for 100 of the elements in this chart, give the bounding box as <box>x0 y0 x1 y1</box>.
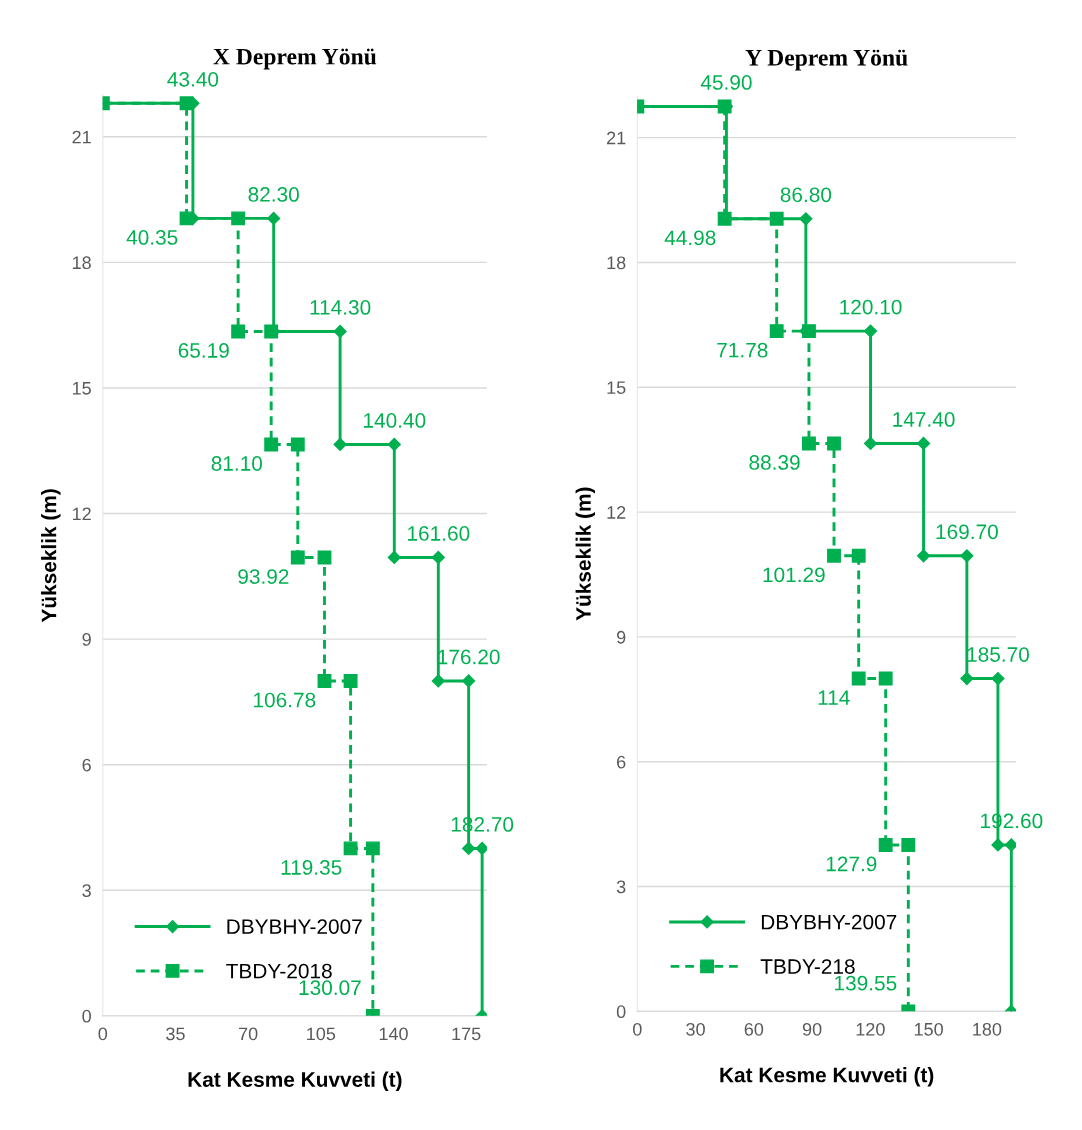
point <box>863 324 878 338</box>
point <box>1004 838 1016 852</box>
point <box>333 324 347 339</box>
annotation: 82.30 <box>248 187 299 202</box>
annotation: 65.19 <box>178 343 229 358</box>
annotation: 185.70 <box>967 647 1029 662</box>
point <box>475 841 487 856</box>
x-tick-label: 180 <box>973 1022 1002 1036</box>
point <box>179 96 194 111</box>
x-tick-label: 105 <box>307 1027 336 1041</box>
point <box>343 841 358 856</box>
annotation: 130.07 <box>299 980 361 996</box>
point <box>267 211 281 225</box>
annotation: 114 <box>818 690 850 705</box>
annotation: 106.78 <box>254 692 316 708</box>
x-tick-label: 0 <box>98 1027 108 1041</box>
point <box>991 838 1005 852</box>
point <box>387 437 401 452</box>
point <box>802 436 816 451</box>
point <box>462 841 476 856</box>
point <box>991 671 1005 686</box>
y-tick-label: 0 <box>82 1009 91 1023</box>
point <box>878 837 893 852</box>
y-tick-label: 0 <box>616 1005 626 1019</box>
y-axis-title: Yükseklik (m) <box>575 487 595 621</box>
y-tick-label: 9 <box>616 630 626 644</box>
x-axis-title: Kat Kesme Kuvveti (t) <box>720 1067 934 1087</box>
point <box>799 212 813 226</box>
point <box>343 674 358 688</box>
point <box>387 550 401 565</box>
x-tick-label: 70 <box>239 1027 258 1041</box>
annotation: 71.78 <box>717 342 768 358</box>
point <box>431 674 445 688</box>
point <box>960 671 974 686</box>
x-tick-label: 140 <box>379 1027 408 1041</box>
point <box>231 211 246 226</box>
point <box>916 549 931 563</box>
point <box>290 437 305 452</box>
point <box>916 436 931 451</box>
point <box>769 211 784 226</box>
point <box>851 671 866 686</box>
annotation: 127.9 <box>826 856 877 872</box>
annotation: 147.40 <box>893 412 955 427</box>
y-tick-label: 15 <box>607 381 626 394</box>
annotation: 81.10 <box>211 456 263 471</box>
annotation: 169.70 <box>936 524 998 540</box>
point <box>960 549 974 563</box>
point <box>878 671 893 686</box>
x-tick-label: 35 <box>166 1027 185 1041</box>
legend-label: TBDY-218 <box>760 959 855 974</box>
point <box>333 437 347 452</box>
point <box>365 841 380 856</box>
legend-label: TBDY-2018 <box>226 963 332 979</box>
annotation: 93.92 <box>238 569 289 584</box>
point <box>264 437 279 452</box>
y-tick-label: 15 <box>72 382 91 395</box>
y-tick-label: 6 <box>82 758 91 772</box>
x-tick-label: 60 <box>744 1022 764 1036</box>
y-tick-label: 12 <box>607 506 626 519</box>
point <box>769 324 784 339</box>
y-tick-label: 12 <box>72 507 91 521</box>
y-tick-label: 21 <box>72 130 91 144</box>
annotation: 114.30 <box>310 300 371 315</box>
x-axis-title: Kat Kesme Kuvveti (t) <box>188 1071 402 1092</box>
point <box>827 548 841 563</box>
x-tick-label: 0 <box>632 1022 642 1036</box>
x-tick-label: 175 <box>452 1027 481 1041</box>
annotation: 43.40 <box>167 71 219 87</box>
point <box>317 674 332 688</box>
point <box>827 436 841 451</box>
x-tick-label: 90 <box>802 1022 822 1036</box>
point <box>863 436 878 451</box>
annotation: 101.29 <box>763 567 825 583</box>
chart-title: X Deprem Yönü <box>213 48 377 70</box>
chart-title: Y Deprem Yönü <box>745 49 908 71</box>
annotation: 40.35 <box>126 230 178 245</box>
annotation: 139.55 <box>835 975 897 991</box>
y-tick-label: 3 <box>616 880 626 894</box>
x-tick-label: 120 <box>856 1022 885 1036</box>
legend-label: DBYBHY-2007 <box>761 914 897 930</box>
point <box>901 837 916 852</box>
annotation: 86.80 <box>780 187 832 203</box>
y-tick-label: 3 <box>82 884 91 898</box>
legend-label: DBYBHY-2007 <box>227 919 362 934</box>
annotation: 140.40 <box>364 413 426 428</box>
y-tick-label: 18 <box>72 256 91 270</box>
x-tick-label: 30 <box>686 1022 705 1036</box>
point <box>290 550 305 565</box>
point <box>462 674 476 688</box>
point <box>431 550 445 565</box>
annotation: 120.10 <box>840 299 902 315</box>
y-tick-label: 6 <box>617 755 626 769</box>
y-tick-label: 21 <box>607 131 626 145</box>
y-axis-title: Yükseklik (m) <box>41 489 61 623</box>
annotation: 161.60 <box>408 526 470 541</box>
point <box>231 324 246 339</box>
y-tick-label: 9 <box>82 633 91 646</box>
point <box>179 211 194 226</box>
annotation: 119.35 <box>281 860 342 875</box>
x-tick-label: 150 <box>914 1022 943 1036</box>
